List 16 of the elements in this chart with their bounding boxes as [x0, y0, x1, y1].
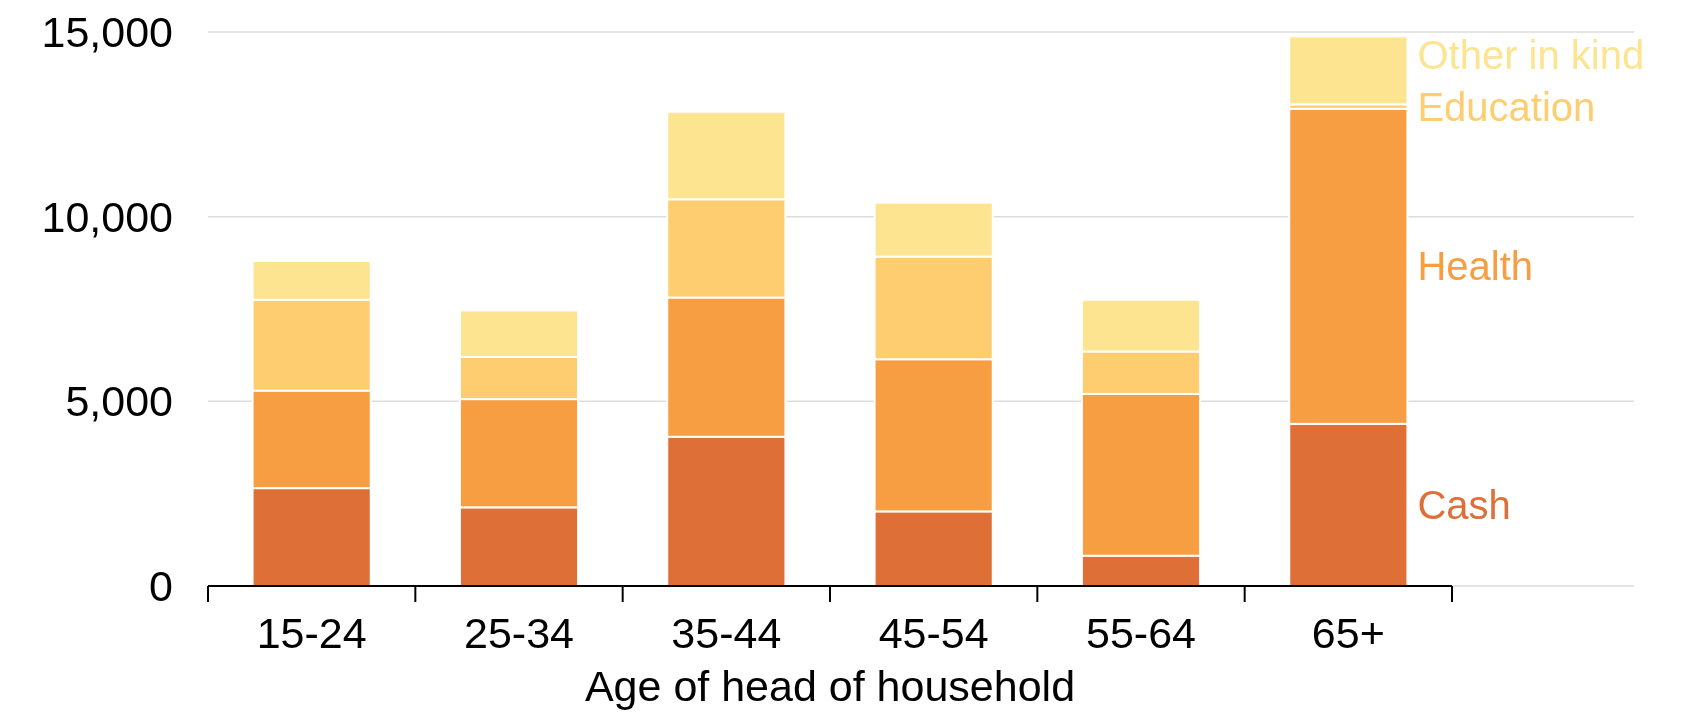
y-tick-label: 0 [149, 562, 173, 611]
y-tick-label: 10,000 [41, 192, 173, 241]
x-tick-label: 35-44 [671, 609, 782, 657]
bar [1288, 35, 1409, 106]
x-tick-label: 45-54 [878, 609, 989, 657]
x-tick-label: 55-64 [1086, 609, 1196, 657]
series-label: Other in kind [1417, 32, 1645, 77]
x-tick-label: 25-34 [464, 609, 574, 657]
x-tick-label: 65+ [1311, 609, 1385, 657]
x-axis-title: Age of head of household [584, 662, 1076, 710]
series-label: Education [1417, 84, 1596, 129]
y-tick-label: 15,000 [41, 8, 173, 57]
x-tick-label: 15-24 [256, 609, 367, 657]
series-label: Health [1417, 244, 1534, 289]
y-tick-label: 5,000 [65, 377, 173, 426]
series-label: Cash [1417, 482, 1511, 527]
